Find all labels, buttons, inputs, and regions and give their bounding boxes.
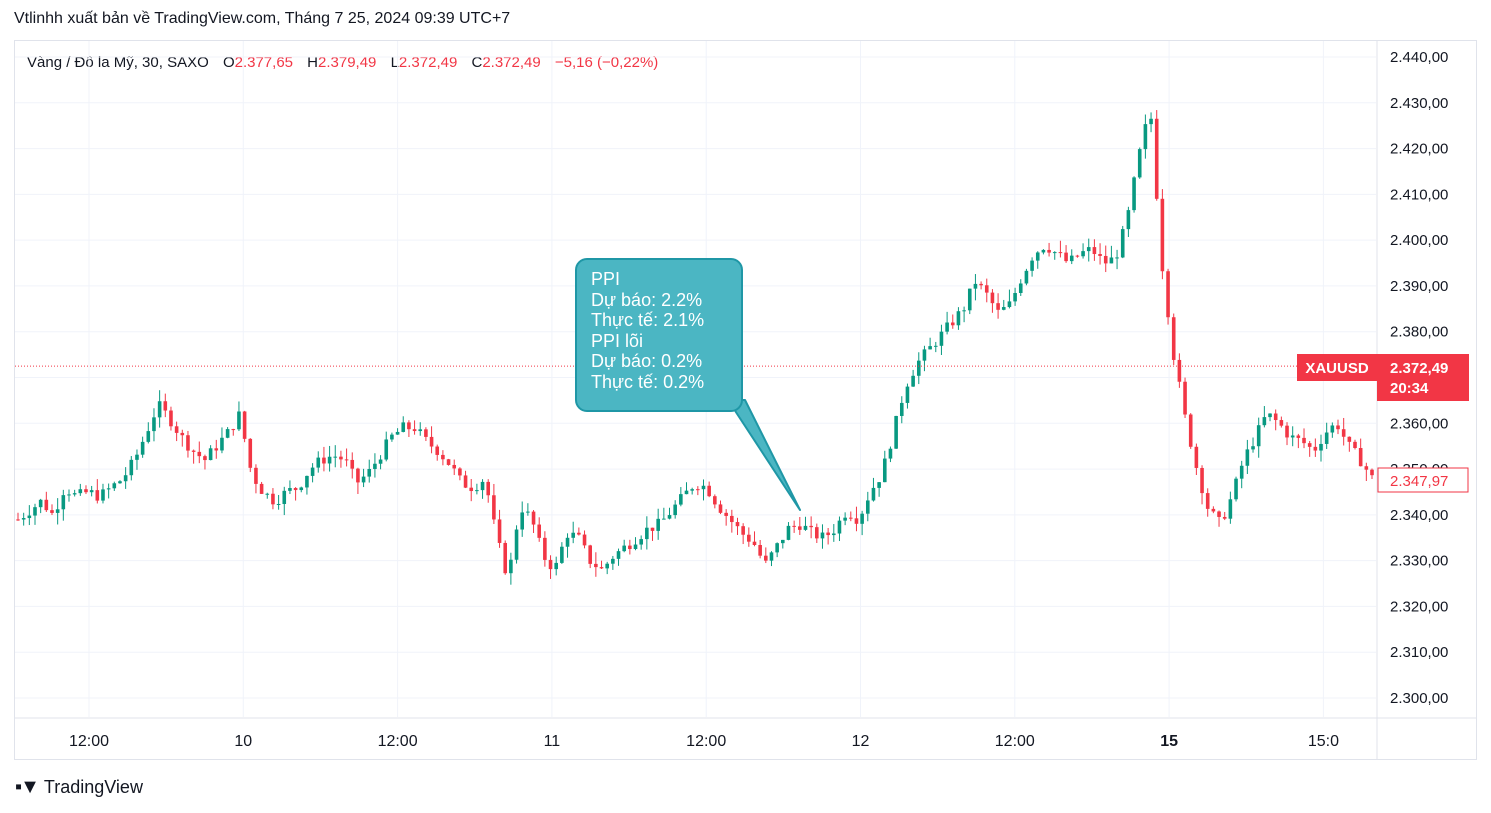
tradingview-brand[interactable]: ▪▼ TradingView	[15, 776, 143, 799]
chart-frame	[14, 40, 1477, 760]
ohlc-legend: Vàng / Đô la Mỹ, 30, SAXO O2.377,65 H2.3…	[27, 54, 658, 71]
low-label: L	[390, 54, 399, 71]
callout-line: Dự báo: 0.2%	[591, 351, 703, 371]
publish-header: Vtlinhh xuất bản về TradingView.com, Thá…	[14, 10, 511, 27]
symbol-label[interactable]: Vàng / Đô la Mỹ, 30, SAXO	[27, 54, 209, 71]
close-value: 2.372,49	[482, 54, 541, 71]
change-value: −5,16 (−0,22%)	[554, 54, 659, 71]
callout-line: Thực tế: 2.1%	[591, 310, 705, 330]
callout-line: Thực tế: 0.2%	[591, 371, 705, 392]
callout-line: Dự báo: 2.2%	[591, 289, 703, 310]
open-value: 2.377,65	[234, 54, 293, 71]
callout-line: PPI	[591, 269, 621, 289]
open-label: O	[222, 54, 235, 71]
tradingview-logo-icon: ▪▼	[15, 776, 40, 798]
callout-line: PPI lõi	[591, 330, 644, 351]
low-value: 2.372,49	[398, 54, 458, 71]
high-label: H	[307, 54, 319, 71]
ppi-callout: PPI Dự báo: 2.2% Thực tế: 2.1% PPI lõi D…	[575, 258, 743, 412]
close-label: C	[471, 54, 483, 71]
brand-name: TradingView	[43, 777, 143, 797]
high-value: 2.379,49	[318, 54, 377, 71]
